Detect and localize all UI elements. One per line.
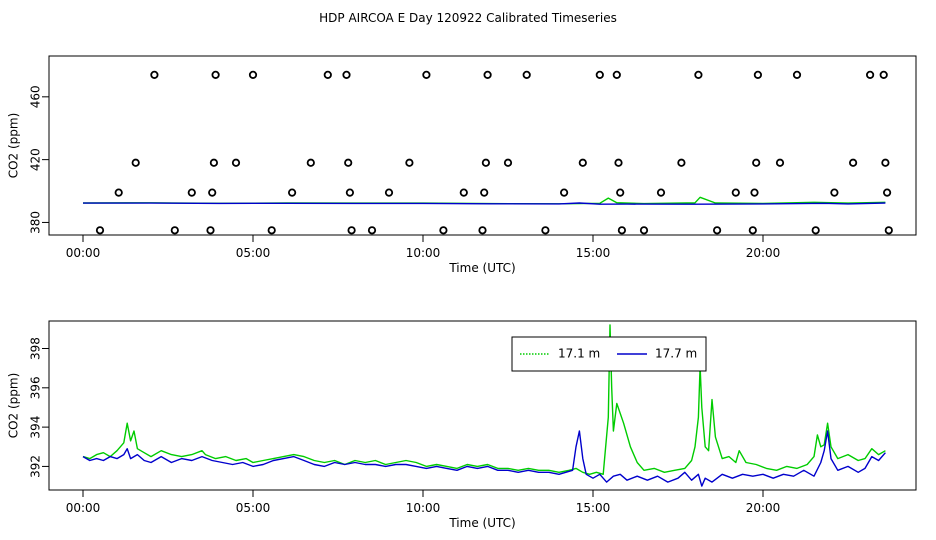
data-marker <box>384 188 394 197</box>
plot-frame <box>48 320 917 491</box>
x-tick-label: 10:00 <box>406 246 441 260</box>
data-marker <box>881 158 890 167</box>
data-marker <box>480 188 489 197</box>
data-marker <box>131 158 140 167</box>
data-marker <box>208 188 217 197</box>
legend: 17.1 m 17.7 m <box>511 336 707 372</box>
data-marker <box>830 188 839 197</box>
x-tick-label: 15:00 <box>576 501 611 515</box>
data-marker <box>187 188 196 197</box>
data-marker <box>439 226 448 235</box>
data-marker <box>614 158 623 167</box>
data-marker <box>677 158 686 167</box>
data-marker <box>405 158 414 167</box>
data-marker <box>616 188 625 197</box>
data-marker <box>347 226 356 235</box>
y-tick-label: 460 <box>29 85 43 108</box>
x-axis-label: Time (UTC) <box>448 261 515 275</box>
y-tick-label: 392 <box>29 455 43 478</box>
y-tick-label: 420 <box>29 148 43 171</box>
legend-label: 17.1 m <box>558 347 600 361</box>
data-marker <box>459 188 468 197</box>
data-marker <box>656 188 666 197</box>
data-marker <box>267 226 276 235</box>
data-marker <box>170 226 179 235</box>
data-marker <box>879 70 888 79</box>
x-tick-label: 05:00 <box>236 246 271 260</box>
data-marker <box>367 226 377 235</box>
data-marker <box>323 70 332 79</box>
data-marker <box>775 158 785 167</box>
data-marker <box>848 158 858 167</box>
data-marker <box>287 188 297 197</box>
data-marker <box>342 70 351 79</box>
data-marker <box>884 226 893 235</box>
data-marker <box>694 70 703 79</box>
data-marker <box>612 70 621 79</box>
data-marker <box>617 226 627 235</box>
x-tick-label: 10:00 <box>406 501 441 515</box>
series-line-0 <box>82 324 886 475</box>
x-tick-label: 05:00 <box>236 501 271 515</box>
data-marker <box>792 70 802 79</box>
y-axis-label: CO2 (ppm) <box>7 373 21 439</box>
data-marker <box>522 70 531 79</box>
data-marker <box>752 158 761 167</box>
data-marker <box>248 70 258 79</box>
data-marker <box>578 158 587 167</box>
series-line-1 <box>82 430 886 487</box>
x-tick-label: 20:00 <box>746 501 781 515</box>
y-tick-label: 398 <box>29 337 43 360</box>
data-marker <box>231 158 241 167</box>
x-tick-label: 15:00 <box>576 246 611 260</box>
data-marker <box>865 70 875 79</box>
data-marker <box>422 70 431 79</box>
data-marker <box>882 188 892 197</box>
data-marker <box>306 158 315 167</box>
data-marker <box>481 158 490 167</box>
data-marker <box>753 70 763 79</box>
data-marker <box>150 70 159 79</box>
figure-title: HDP AIRCOA E Day 120922 Calibrated Times… <box>319 11 617 25</box>
legend-label: 17.7 m <box>655 347 697 361</box>
data-marker <box>748 226 757 235</box>
y-axis-label: CO2 (ppm) <box>7 113 21 179</box>
data-marker <box>209 158 218 167</box>
data-marker <box>211 70 220 79</box>
data-marker <box>559 188 569 197</box>
y-tick-label: 380 <box>29 211 43 234</box>
data-marker <box>811 226 820 235</box>
plot-frame <box>48 55 917 236</box>
co2-panel-bottom: 00:00 05:00 10:00 15:00 20:00 392 394 396 398 Tim… <box>7 320 917 530</box>
y-tick-label: 394 <box>29 416 43 439</box>
data-marker <box>206 226 215 235</box>
x-tick-label: 20:00 <box>746 246 781 260</box>
data-marker <box>503 158 513 167</box>
data-marker <box>95 226 105 235</box>
data-marker <box>541 226 550 235</box>
data-marker <box>595 70 604 79</box>
data-marker <box>478 226 487 235</box>
data-marker <box>345 188 354 197</box>
x-axis-label: Time (UTC) <box>448 516 515 530</box>
data-marker <box>483 70 492 79</box>
x-tick-label: 00:00 <box>66 246 101 260</box>
legend-box <box>511 336 707 372</box>
y-tick-label: 396 <box>29 376 43 399</box>
data-marker <box>750 188 759 197</box>
data-marker <box>712 226 722 235</box>
co2-panel-top: 00:00 05:00 10:00 15:00 20:00 380 420 460 Time (… <box>7 55 917 275</box>
data-marker <box>731 188 740 197</box>
data-marker <box>114 188 123 197</box>
data-marker <box>344 158 353 167</box>
series-line-1 <box>83 202 886 205</box>
x-tick-label: 00:00 <box>66 501 101 515</box>
data-marker <box>639 226 649 235</box>
